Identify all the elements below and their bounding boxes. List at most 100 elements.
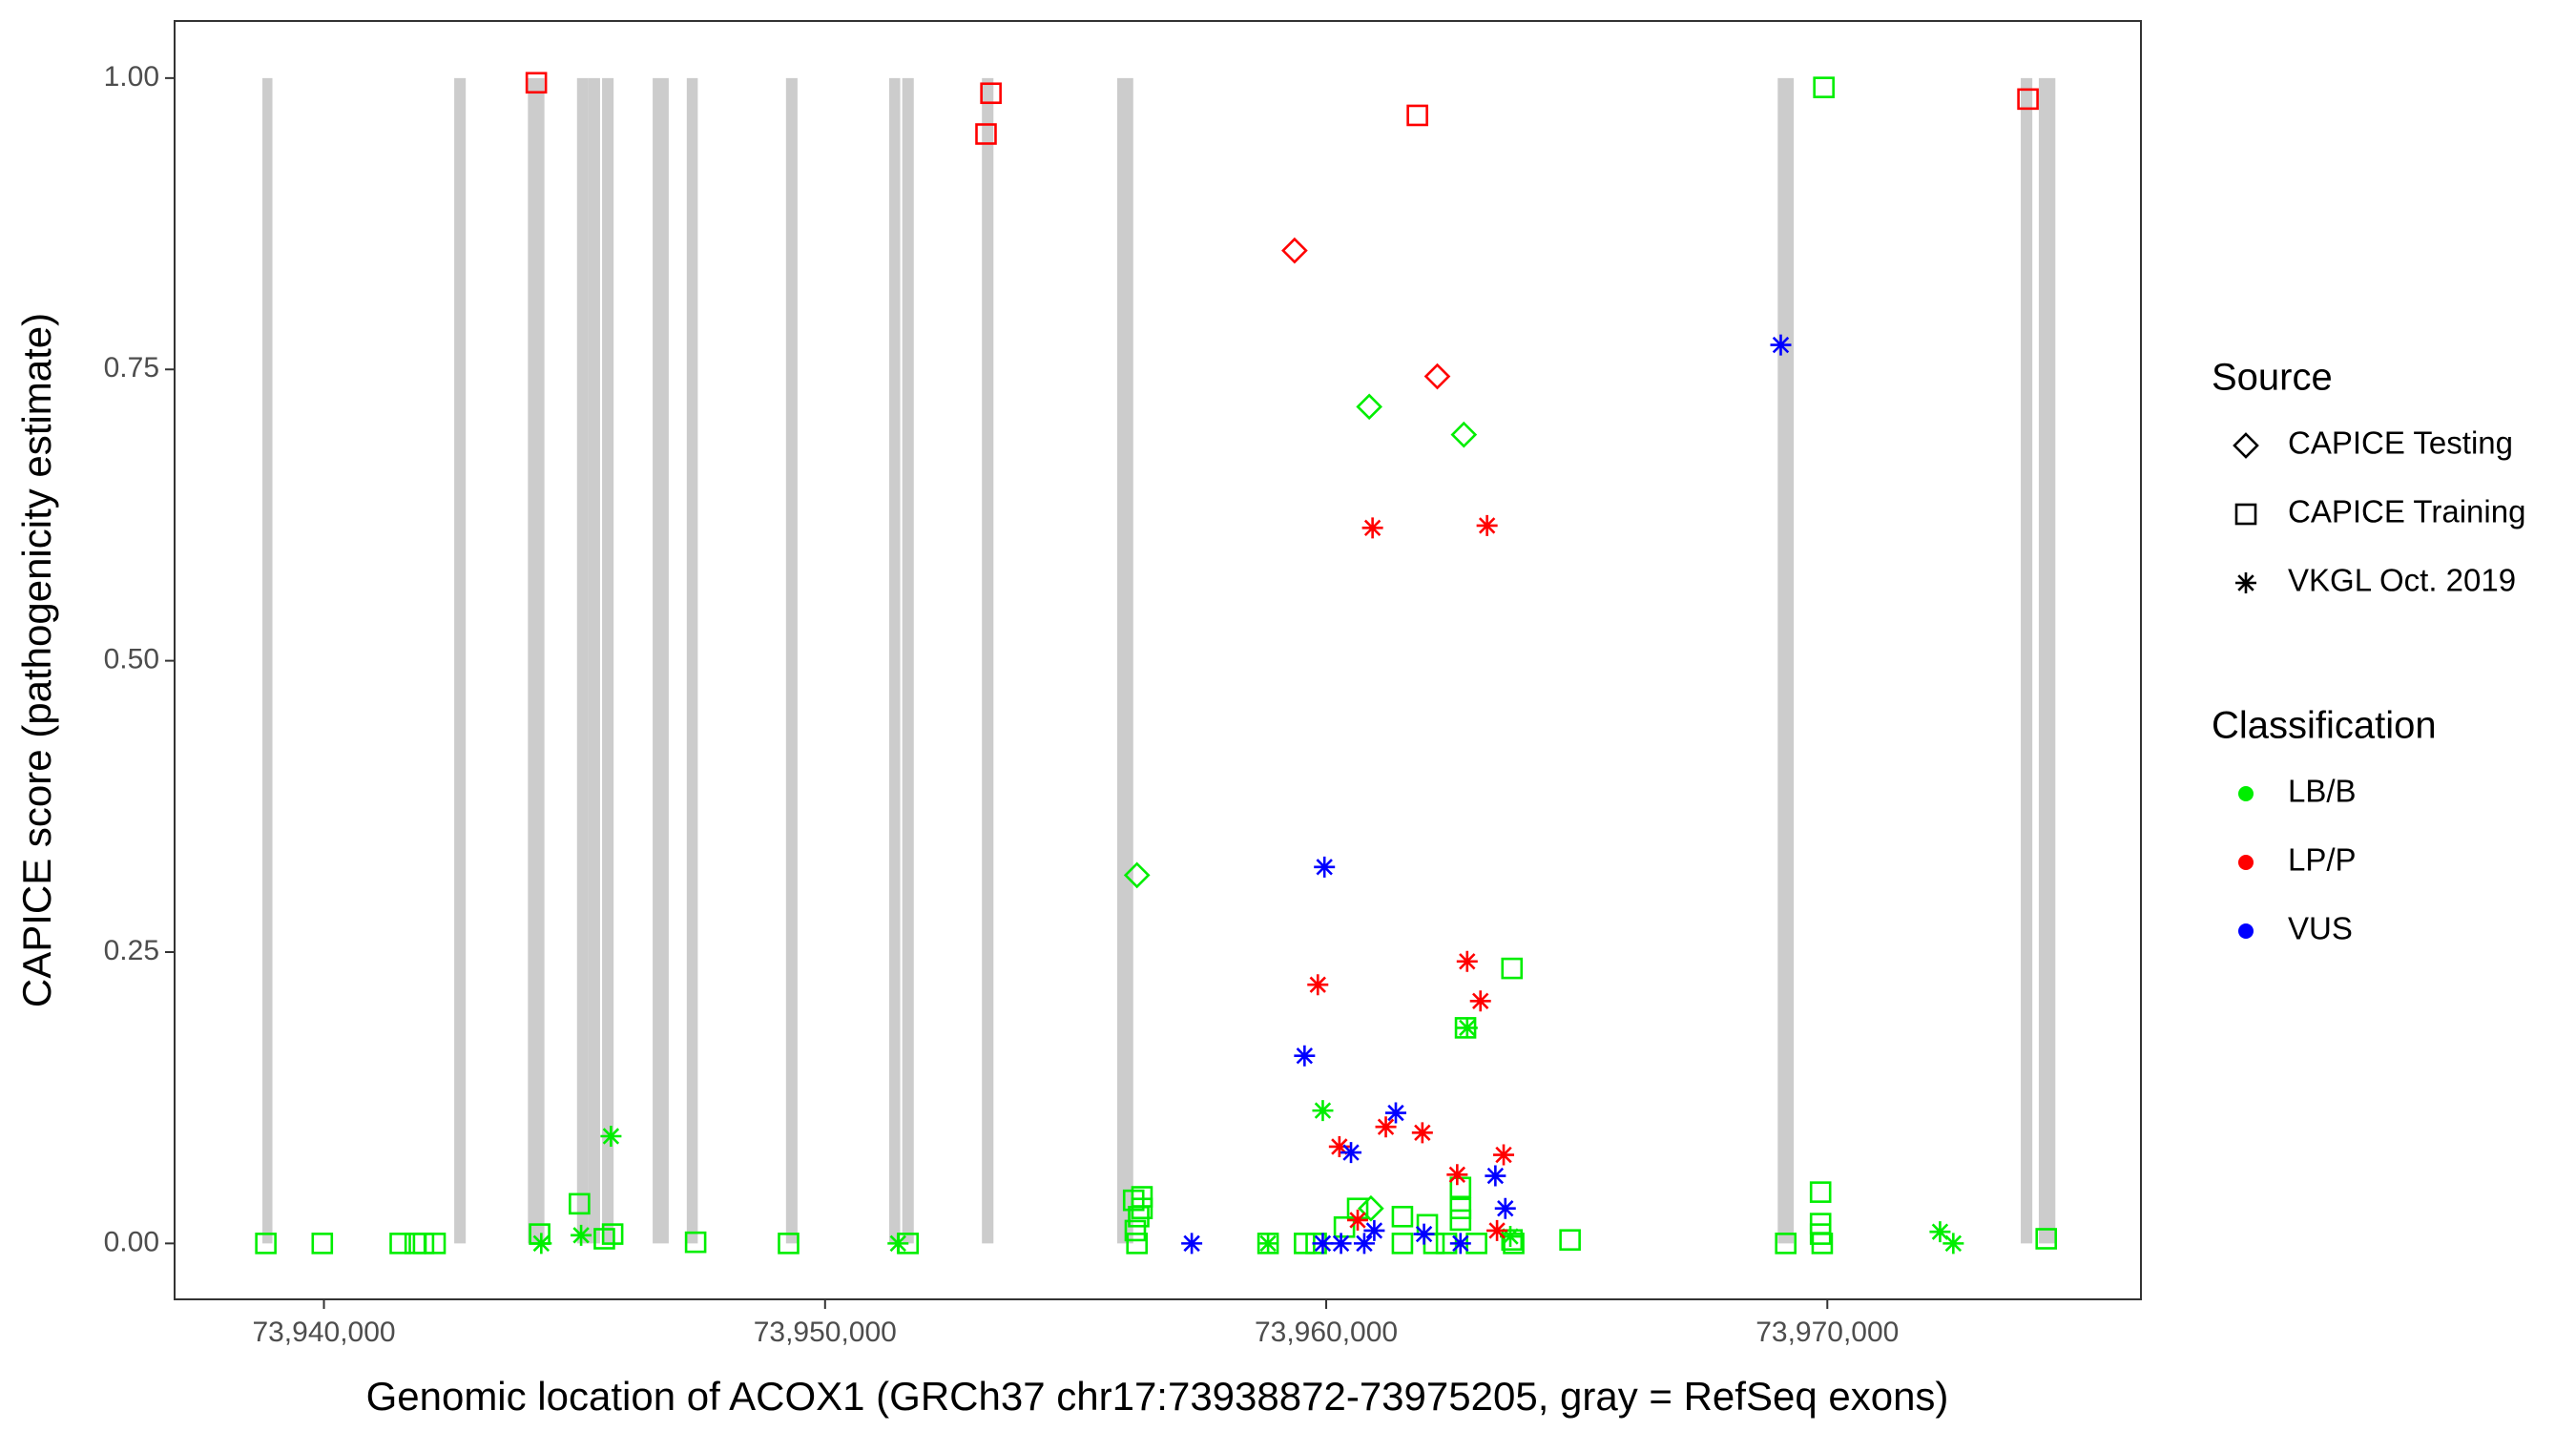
star-marker	[1312, 1100, 1334, 1122]
star-marker	[1494, 1197, 1516, 1219]
square-marker	[412, 1233, 435, 1255]
square-marker	[980, 82, 1002, 105]
square-marker	[1124, 1219, 1147, 1242]
legend-label: VKGL Oct. 2019	[2288, 563, 2516, 598]
x-tick-label: 73,970,000	[1755, 1317, 1899, 1348]
star-marker	[600, 1125, 622, 1147]
exon-bar	[588, 77, 600, 1244]
diamond-marker	[1123, 861, 1151, 889]
square-marker	[311, 1233, 334, 1255]
star-marker	[1485, 1165, 1506, 1187]
exon-bar	[902, 77, 914, 1244]
star-marker	[1770, 334, 1792, 356]
exon-bar	[785, 77, 798, 1244]
square-marker	[1501, 1229, 1524, 1252]
star-marker	[1361, 517, 1383, 539]
legend-label: LP/P	[2288, 842, 2357, 878]
diamond-marker	[1358, 1194, 1384, 1222]
square-marker	[1449, 1197, 1472, 1220]
y-tick-label: 1.00	[104, 61, 159, 93]
star-marker	[1456, 1017, 1478, 1039]
star-marker	[1449, 1233, 1471, 1255]
star-marker	[530, 1233, 552, 1255]
square-marker	[593, 1228, 615, 1250]
star-marker	[1353, 1233, 1375, 1255]
x-tick-label: 73,960,000	[1255, 1317, 1398, 1348]
star-marker	[1307, 974, 1329, 996]
exon-bar	[686, 77, 698, 1244]
square-marker	[1811, 1233, 1834, 1255]
legend-label: LB/B	[2288, 774, 2357, 809]
square-marker	[1449, 1209, 1472, 1232]
exon-bar	[889, 77, 901, 1244]
star-marker	[1312, 1233, 1334, 1255]
x-tick-label: 73,940,000	[252, 1317, 395, 1348]
exon-bar	[454, 77, 467, 1244]
square-marker	[601, 1223, 624, 1245]
square-marker	[1131, 1197, 1153, 1220]
x-tick-label: 73,950,000	[754, 1317, 897, 1348]
legend-title: Source	[2212, 357, 2333, 399]
square-marker	[1406, 104, 1428, 127]
star-marker	[1929, 1221, 1951, 1243]
square-marker	[255, 1233, 277, 1255]
legend-symbol	[2235, 572, 2256, 593]
diamond-marker	[1281, 237, 1308, 264]
exon-bar	[2021, 77, 2033, 1244]
star-marker	[1375, 1116, 1397, 1138]
star-marker	[1257, 1233, 1279, 1255]
x-axis-title: Genomic location of ACOX1 (GRCh37 chr17:…	[366, 1374, 1949, 1419]
diamond-marker	[1356, 393, 1382, 421]
star-marker	[1476, 514, 1498, 536]
legend-label: CAPICE Training	[2288, 494, 2525, 529]
star-marker	[1486, 1219, 1508, 1241]
square-marker	[778, 1233, 800, 1255]
square-marker	[389, 1233, 411, 1255]
square-marker	[1501, 957, 1524, 980]
star-marker	[1500, 1226, 1522, 1248]
exon-bar	[2038, 77, 2056, 1244]
star-marker	[1469, 990, 1491, 1012]
square-marker	[1333, 1215, 1356, 1238]
legend-symbol	[2238, 923, 2254, 939]
y-tick-label: 0.00	[104, 1226, 159, 1257]
star-marker	[1493, 1144, 1515, 1166]
square-marker	[569, 1192, 591, 1215]
exon-bar	[1777, 77, 1795, 1244]
square-marker	[1813, 76, 1835, 98]
square-marker	[1559, 1229, 1581, 1252]
legend-symbol	[2238, 855, 2254, 870]
star-marker	[1340, 1142, 1362, 1164]
star-marker	[1411, 1122, 1433, 1144]
axes: 73,940,000 73,950,000 73,960,000 73,970,000…	[104, 61, 1900, 1348]
y-tick-label: 0.25	[104, 935, 159, 966]
star-marker	[1456, 950, 1478, 972]
exon-bar	[528, 77, 545, 1244]
point-layer	[255, 72, 2058, 1255]
square-marker	[975, 123, 997, 145]
exon-bar	[262, 77, 273, 1244]
exon-bar	[602, 77, 614, 1244]
square-marker	[1391, 1233, 1414, 1255]
star-marker	[1347, 1209, 1369, 1231]
star-marker	[1181, 1233, 1203, 1255]
y-tick-label: 0.50	[104, 644, 159, 675]
square-marker	[525, 72, 548, 94]
square-marker	[424, 1233, 447, 1255]
star-marker	[1363, 1219, 1385, 1241]
square-marker	[1391, 1205, 1414, 1228]
star-marker	[1942, 1233, 1964, 1255]
square-marker	[1131, 1186, 1153, 1208]
exon-bar	[1117, 77, 1133, 1244]
y-tick-label: 0.75	[104, 352, 159, 384]
exon-layer	[262, 77, 2056, 1244]
legend-symbol	[2238, 786, 2254, 801]
square-marker	[2017, 88, 2039, 111]
square-marker	[684, 1231, 707, 1254]
star-marker	[887, 1233, 909, 1255]
square-marker	[2035, 1228, 2058, 1250]
square-marker	[1126, 1233, 1149, 1255]
exon-bar	[653, 77, 669, 1244]
star-marker	[1314, 856, 1336, 878]
